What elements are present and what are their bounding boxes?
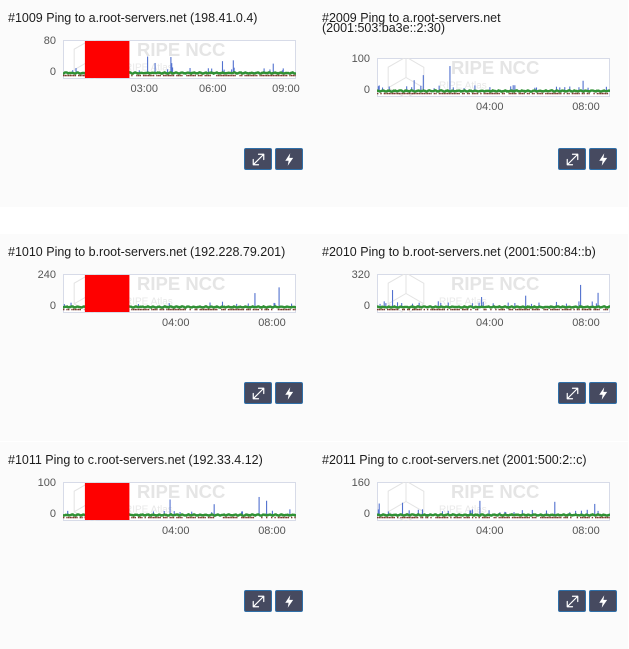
svg-text:RIPE NCC: RIPE NCC: [137, 482, 225, 502]
svg-text:RIPE NCC: RIPE NCC: [137, 274, 225, 294]
svg-text:RIPE NCC: RIPE NCC: [137, 40, 225, 60]
svg-text:RIPE NCC: RIPE NCC: [451, 482, 539, 502]
svg-text:RIPE NCC: RIPE NCC: [451, 58, 539, 78]
svg-text:RIPE NCC: RIPE NCC: [451, 274, 539, 294]
